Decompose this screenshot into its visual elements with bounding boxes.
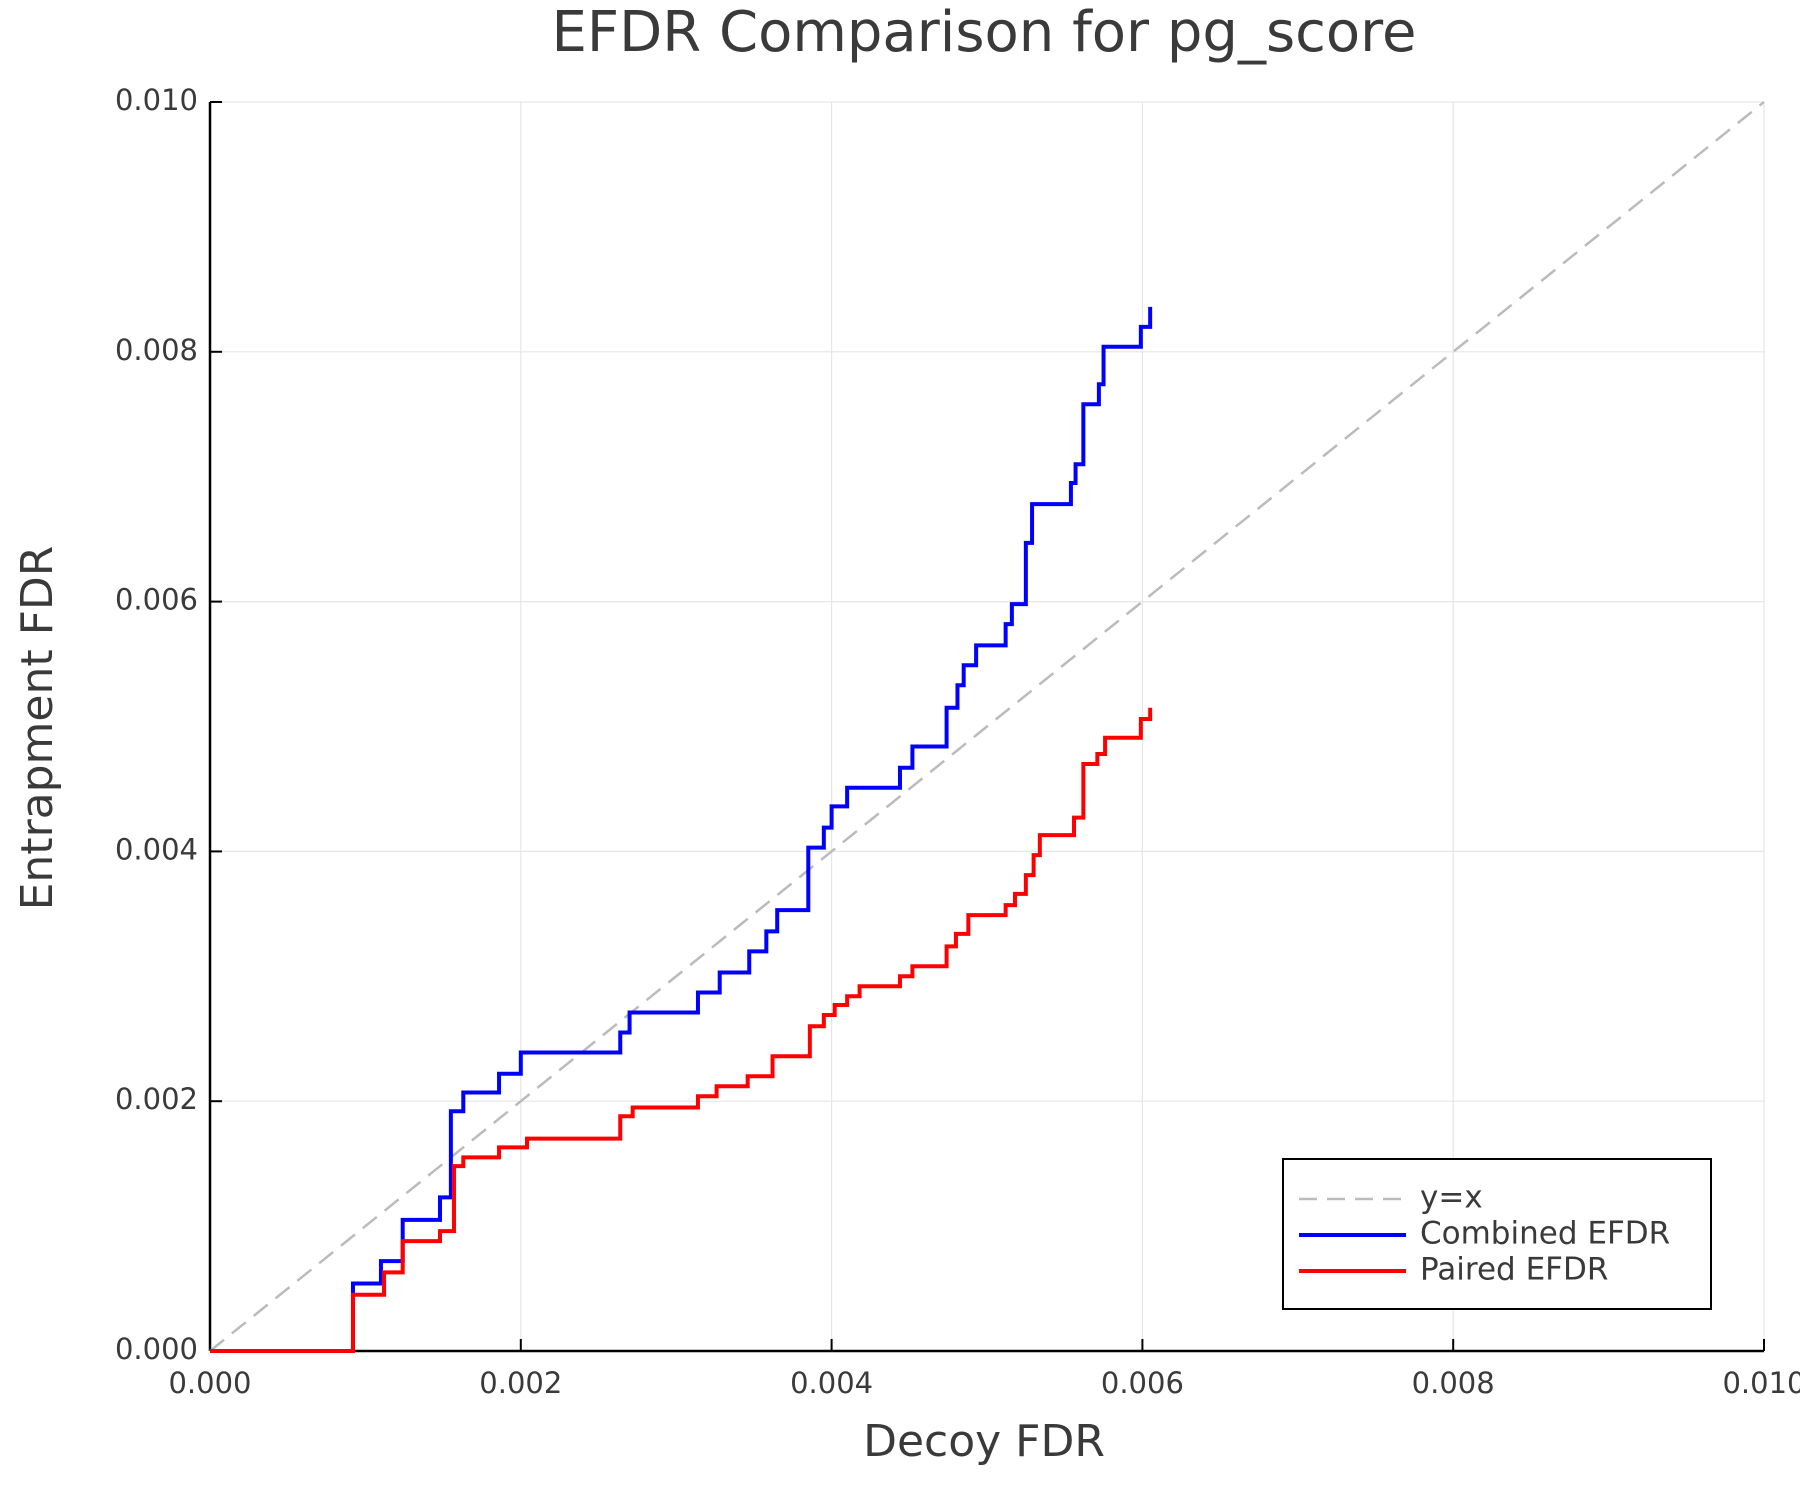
x-tick-label: 0.004 <box>790 1366 873 1400</box>
y-tick-label: 0.010 <box>115 83 198 117</box>
chart-title: EFDR Comparison for pg_score <box>552 0 1417 65</box>
x-tick-label: 0.006 <box>1101 1366 1184 1400</box>
x-tick-label: 0.000 <box>168 1366 251 1400</box>
x-axis-label: Decoy FDR <box>863 1416 1105 1467</box>
legend-label: Paired EFDR <box>1420 1252 1608 1288</box>
y-tick-label: 0.008 <box>115 333 198 367</box>
series-line <box>210 707 1153 1353</box>
legend-label: Combined EFDR <box>1420 1216 1670 1252</box>
y-tick-label: 0.006 <box>115 583 198 617</box>
y-tick-label: 0.000 <box>115 1332 198 1366</box>
series-line <box>209 101 1765 1352</box>
y-tick-label: 0.004 <box>115 832 198 866</box>
x-tick-label: 0.010 <box>1722 1366 1800 1400</box>
y-axis-label: Entrapment FDR <box>12 546 63 911</box>
legend-label: y=x <box>1420 1180 1483 1216</box>
x-tick-label: 0.008 <box>1412 1366 1495 1400</box>
series-line <box>210 306 1153 1353</box>
y-tick-label: 0.002 <box>115 1082 198 1116</box>
x-tick-label: 0.002 <box>479 1366 562 1400</box>
